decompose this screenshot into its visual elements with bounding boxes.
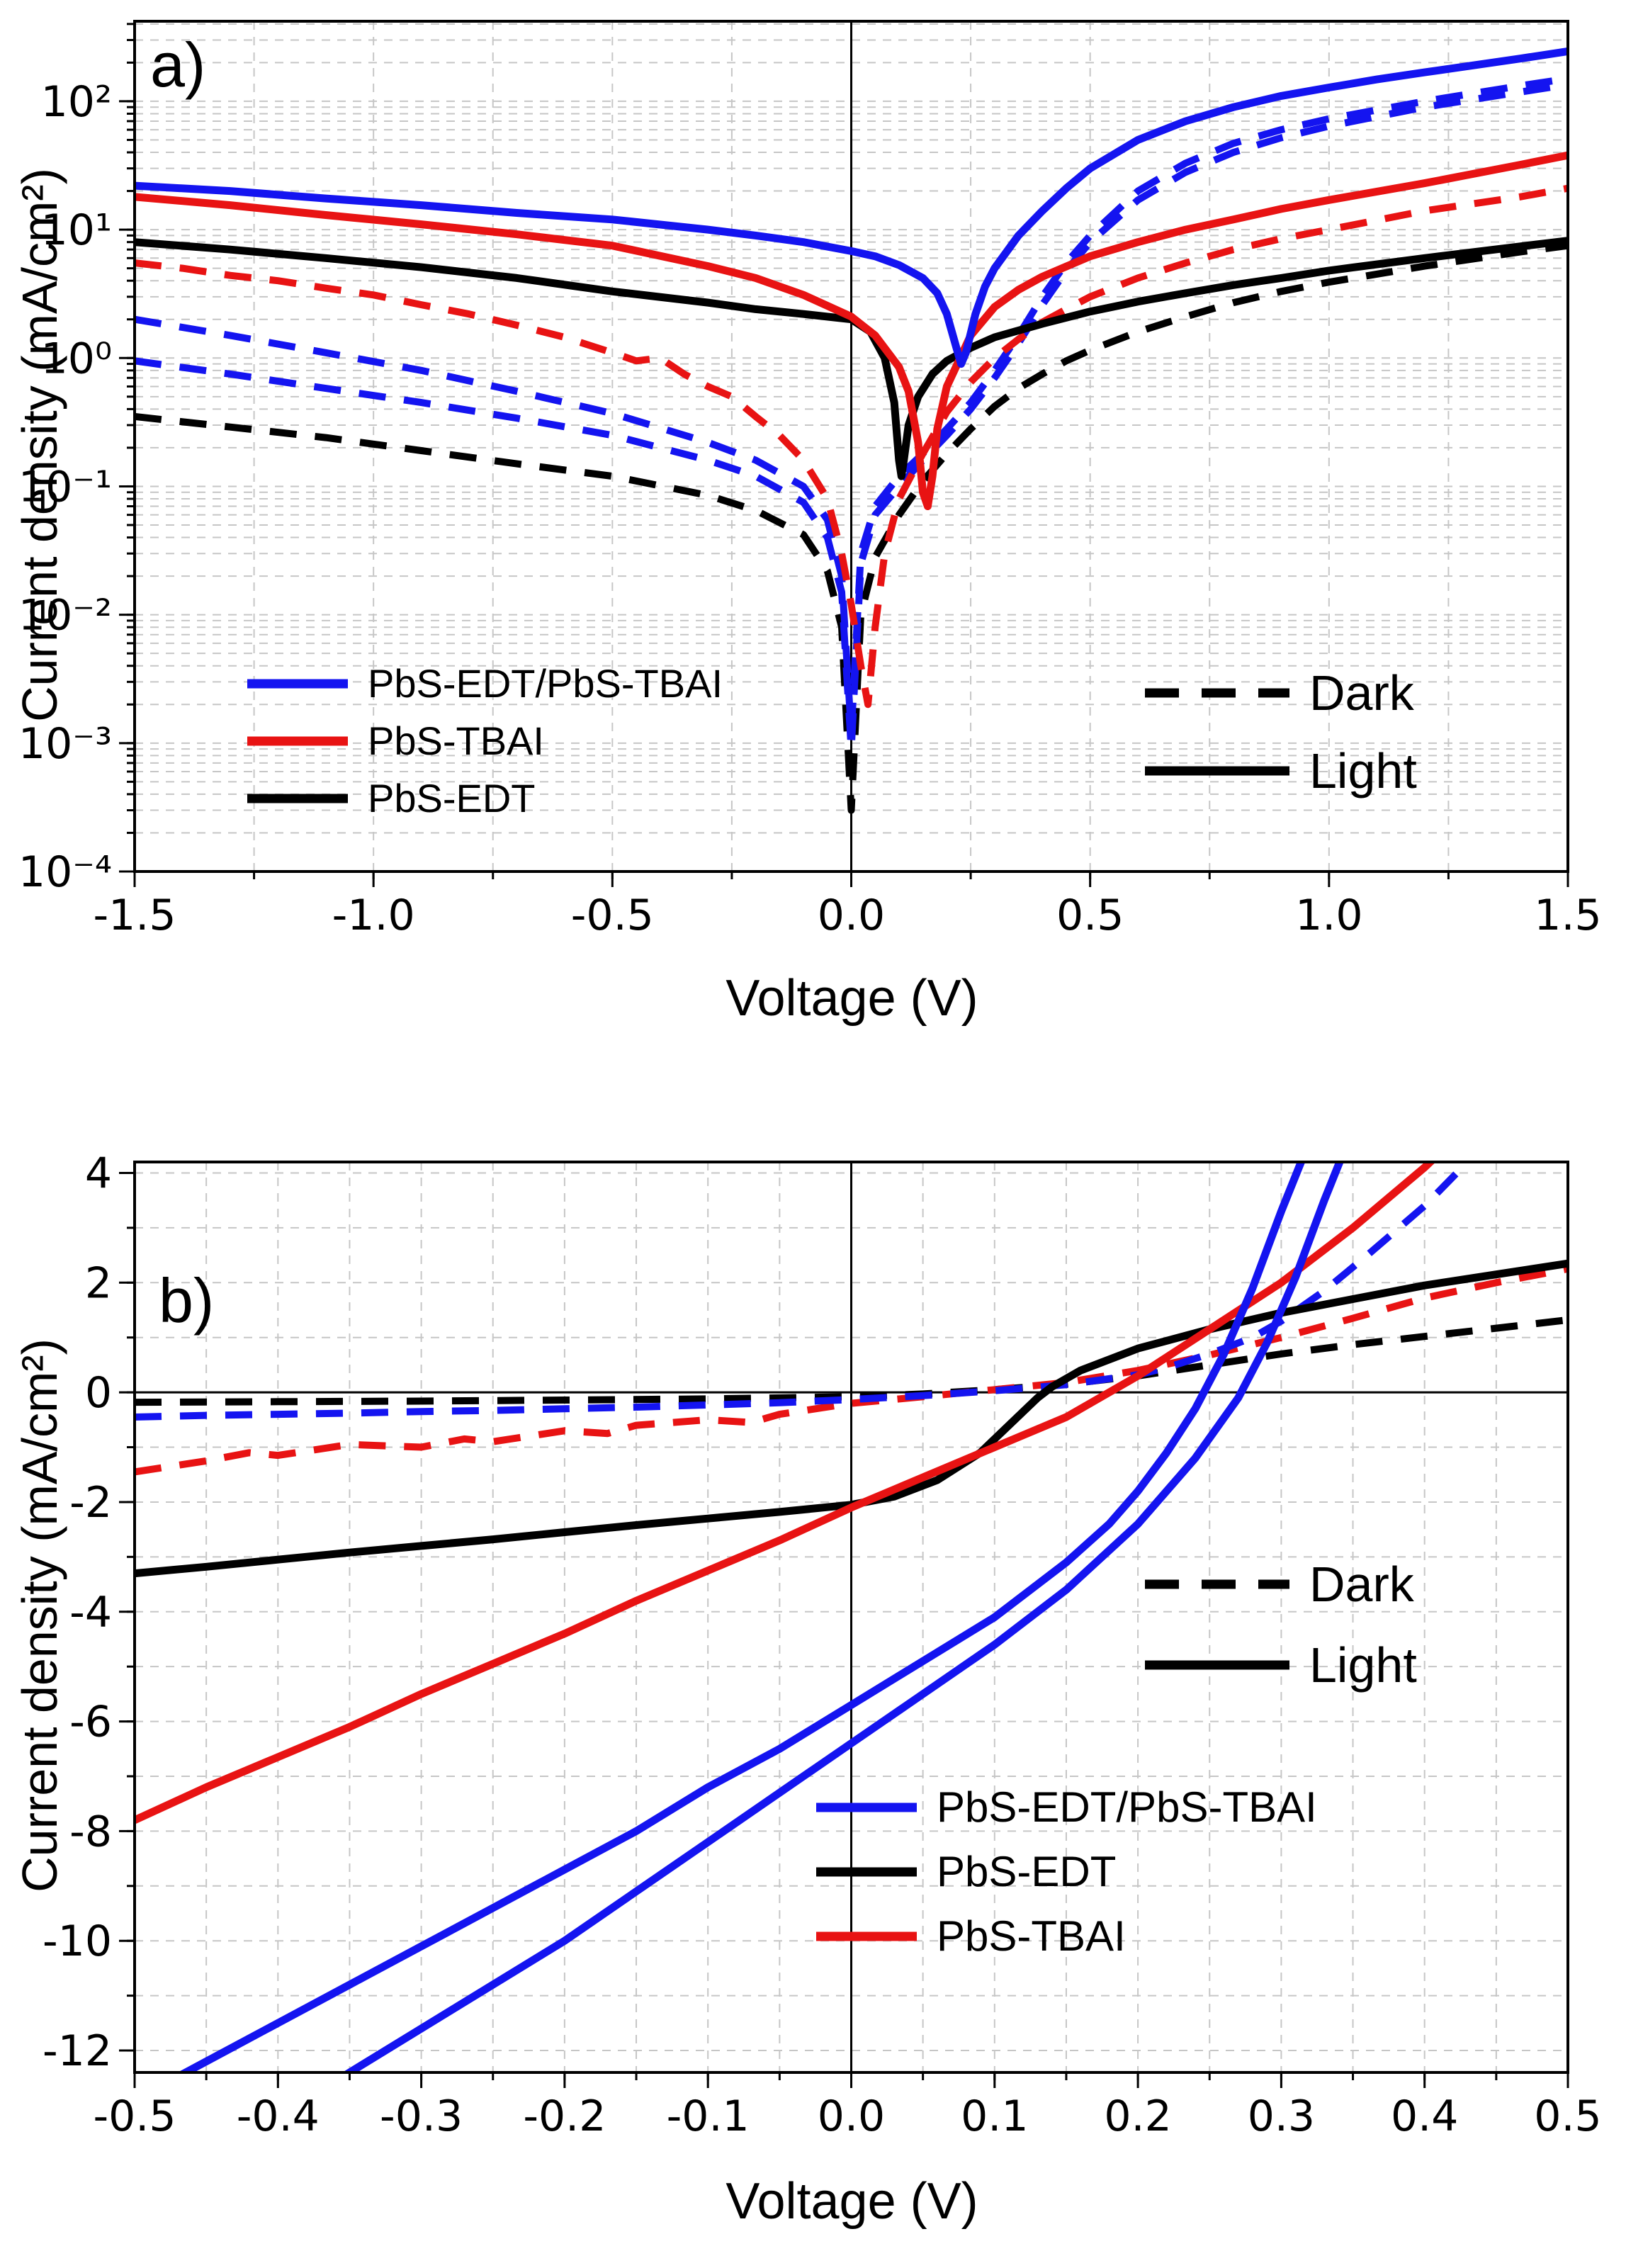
x-tick-label: 0.0 <box>818 891 885 940</box>
x-tick-label: -0.2 <box>523 2092 606 2141</box>
y-tick-label: -12 <box>43 2026 112 2076</box>
x-tick-label: -0.3 <box>380 2092 463 2141</box>
x-tick-label: 0.5 <box>1534 2092 1601 2141</box>
y-tick-label: 0 <box>85 1368 112 1418</box>
y-tick-label: 2 <box>85 1258 112 1308</box>
x-tick-label: 0.3 <box>1248 2092 1315 2141</box>
chart-a-plot: -1.5 -1.0 -0.5 0.0 0.5 1.0 1.5 10⁻⁴ 10⁻³ 10⁻² 10⁻¹… <box>18 20 1602 940</box>
legend-item-pbs-tbai: PbS-TBAI <box>244 718 723 764</box>
series-pbs-tbai-light-b <box>135 1162 1436 1824</box>
legend-item-dark: Dark <box>1142 665 1417 721</box>
y-tick-label: -4 <box>69 1588 112 1637</box>
legend-line-sample <box>816 1867 917 1876</box>
legend-label: Light <box>1309 1637 1417 1693</box>
panel-b-letter: b) <box>159 1265 215 1336</box>
series-pbs-edt-dark <box>135 242 1568 814</box>
y-tick-label: 10⁻² <box>18 591 112 641</box>
series-pbs-edt-tbai-light-b2 <box>342 1162 1344 2072</box>
axis-ticks: -1.5 -1.0 -0.5 0.0 0.5 1.0 1.5 10⁻⁴ 10⁻³ 10⁻² 10⁻¹… <box>18 23 1602 940</box>
legend-label: Dark <box>1309 665 1414 721</box>
y-tick-label: 10⁻⁴ <box>18 847 112 897</box>
grid-lines <box>135 1162 1568 2072</box>
legend-line-sample <box>247 794 348 803</box>
legend-label: PbS-TBAI <box>937 1912 1126 1960</box>
y-tick-label: 10⁻³ <box>18 719 112 769</box>
legend-item-dark: Dark <box>1142 1556 1417 1613</box>
legend-line-sample <box>816 1931 917 1941</box>
x-tick-label: -0.5 <box>571 891 654 940</box>
panel-a-letter: a) <box>150 30 206 100</box>
legend-solid-line-sample <box>1145 766 1289 776</box>
legend-dark-light-b: Dark Light <box>1142 1556 1417 1693</box>
legend-label: Dark <box>1309 1557 1414 1612</box>
x-tick-label: -0.4 <box>237 2092 320 2141</box>
series-pbs-edt-tbai-light <box>135 47 1568 368</box>
x-tick-label: -1.5 <box>93 891 176 940</box>
x-tick-label: -0.1 <box>667 2092 750 2141</box>
y-tick-label: 10¹ <box>41 205 112 255</box>
legend-line-sample <box>816 1802 917 1812</box>
x-tick-label: 0.1 <box>961 2092 1028 2141</box>
series-pbs-edt-tbai-light-b1 <box>177 1162 1306 2072</box>
legend-label: PbS-TBAI <box>368 718 544 763</box>
legend-dashed-line-sample <box>1145 688 1289 698</box>
legend-item-pbs-edt-tbai: PbS-EDT/PbS-TBAI <box>813 1783 1317 1832</box>
legend-dark-light-a: Dark Light <box>1142 665 1417 799</box>
legend-label: Light <box>1309 743 1417 799</box>
legend-label: PbS-EDT <box>368 776 536 820</box>
series-pbs-edt-tbai-dark-2 <box>135 81 1568 753</box>
x-tick-label: 0.0 <box>818 2092 885 2141</box>
legend-solid-line-sample <box>1145 1660 1289 1670</box>
series-pbs-tbai-dark <box>135 184 1568 709</box>
x-tick-label: -0.5 <box>93 2092 176 2141</box>
legend-item-light: Light <box>1142 743 1417 799</box>
legend-label: PbS-EDT/PbS-TBAI <box>368 661 723 706</box>
panel-a: -1.5 -1.0 -0.5 0.0 0.5 1.0 1.5 10⁻⁴ 10⁻³ 10⁻² 10⁻¹… <box>0 0 1626 1105</box>
legend-item-pbs-edt: PbS-EDT <box>244 775 723 821</box>
x-tick-label: -1.0 <box>332 891 415 940</box>
y-tick-label: -8 <box>69 1807 112 1856</box>
legend-dashed-line-sample <box>1145 1579 1289 1589</box>
x-axis-label-a: Voltage (V) <box>726 970 978 1027</box>
x-tick-label: 1.5 <box>1534 891 1601 940</box>
x-tick-label: 1.0 <box>1295 891 1362 940</box>
series-pbs-edt-light <box>135 237 1568 480</box>
legend-item-pbs-edt-tbai: PbS-EDT/PbS-TBAI <box>244 660 723 706</box>
x-tick-label: 0.5 <box>1056 891 1124 940</box>
series-pbs-tbai-light <box>135 151 1568 510</box>
legend-materials-a: PbS-EDT/PbS-TBAI PbS-TBAI PbS-EDT <box>244 660 723 821</box>
legend-line-sample <box>247 736 348 745</box>
y-tick-label: 10⁰ <box>41 334 112 383</box>
y-axis-label-b: Current density (mA/cm²) <box>12 1338 67 1892</box>
legend-item-pbs-tbai: PbS-TBAI <box>813 1912 1317 1960</box>
y-tick-label: -6 <box>69 1698 112 1747</box>
legend-materials-b: PbS-EDT/PbS-TBAI PbS-EDT PbS-TBAI <box>813 1783 1317 1960</box>
y-tick-label: 10² <box>41 77 112 127</box>
y-tick-label: -2 <box>69 1478 112 1528</box>
chart-b-plot: -0.5 -0.4 -0.3 -0.2 -0.1 0.0 0.1 0.2 0.3 0.4 0.5 4 2… <box>43 1149 1602 2141</box>
series-group <box>135 47 1568 814</box>
y-tick-label: 4 <box>85 1149 112 1198</box>
x-tick-label: 0.4 <box>1391 2092 1458 2141</box>
legend-label: PbS-EDT <box>937 1848 1117 1895</box>
y-axis-label-a: Current density (mA/cm²) <box>12 168 67 722</box>
y-tick-label: -10 <box>43 1917 112 1966</box>
panel-b: -0.5 -0.4 -0.3 -0.2 -0.1 0.0 0.1 0.2 0.3 0.4 0.5 4 2… <box>0 1134 1626 2268</box>
y-tick-label: 10⁻¹ <box>18 462 112 512</box>
series-pbs-tbai-dark-b <box>135 1265 1568 1476</box>
legend-line-sample <box>247 679 348 688</box>
legend-item-light: Light <box>1142 1637 1417 1693</box>
x-axis-label-b: Voltage (V) <box>726 2173 978 2230</box>
x-tick-label: 0.2 <box>1104 2092 1171 2141</box>
legend-item-pbs-edt: PbS-EDT <box>813 1847 1317 1896</box>
series-pbs-edt-tbai-dark-b <box>135 1162 1473 1421</box>
series-group <box>135 1162 1568 2072</box>
legend-label: PbS-EDT/PbS-TBAI <box>937 1783 1317 1831</box>
axis-ticks: -0.5 -0.4 -0.3 -0.2 -0.1 0.0 0.1 0.2 0.3 0.4 0.5 4 2… <box>43 1149 1602 2141</box>
